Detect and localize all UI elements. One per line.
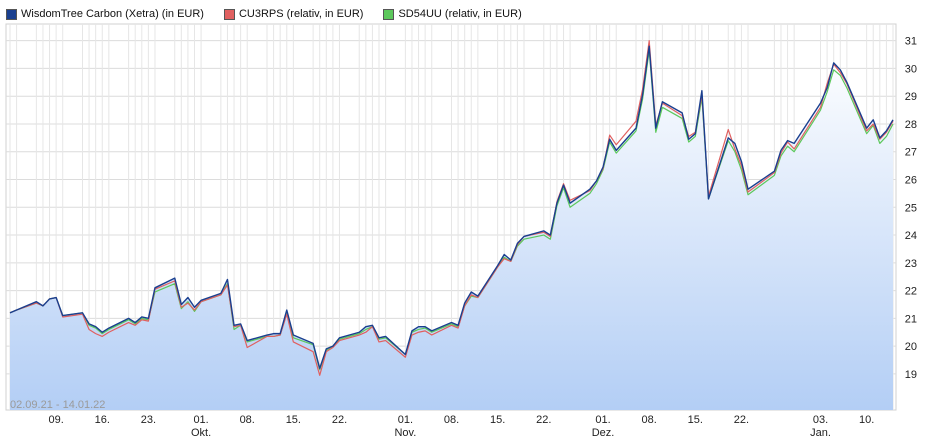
y-tick-label: 20 xyxy=(905,341,917,353)
x-tick-label: 01. xyxy=(193,414,208,426)
x-tick-label: 03. xyxy=(813,414,828,426)
y-tick-label: 23 xyxy=(905,258,917,270)
x-tick-month-label: Okt. xyxy=(191,427,211,439)
x-tick-label: 08. xyxy=(240,414,255,426)
y-axis-labels: 19 20 21 22 23 24 25 26 27 28 29 30 31 xyxy=(905,36,917,381)
chart-legend: WisdomTree Carbon (Xetra) (in EUR) CU3RP… xyxy=(6,8,522,20)
x-tick-month-label: Jan. xyxy=(810,427,831,439)
x-axis-labels: 09. 16. 23. 01.Okt.08. 15. 22. 01.Nov.08. 15. 22… xyxy=(48,414,874,439)
y-tick-label: 29 xyxy=(905,91,917,103)
y-tick-label: 24 xyxy=(905,230,917,242)
date-range-label: 02.09.21 - 14.01.22 xyxy=(10,399,105,411)
legend-label-wisdomtree: WisdomTree Carbon (Xetra) (in EUR) xyxy=(21,8,204,20)
x-tick-label: 23. xyxy=(141,414,156,426)
area-fill-wisdomtree xyxy=(10,46,893,410)
legend-label-cu3rps: CU3RPS (relativ, in EUR) xyxy=(238,8,364,20)
x-tick-label: 22. xyxy=(536,414,551,426)
x-tick-label: 15. xyxy=(490,414,505,426)
x-tick-label: 15. xyxy=(286,414,301,426)
x-tick-label: 15. xyxy=(688,414,703,426)
series-line-wisdomtree xyxy=(9,45,894,370)
legend-item-cu3rps: CU3RPS (relativ, in EUR) xyxy=(223,8,364,20)
x-tick-month-label: Nov. xyxy=(394,427,416,439)
x-tick-label: 01. xyxy=(398,414,413,426)
y-tick-label: 28 xyxy=(905,119,917,131)
x-tick-label: 08. xyxy=(444,414,459,426)
y-tick-label: 27 xyxy=(905,147,917,159)
series-lines xyxy=(9,40,894,376)
x-tick-label: 09. xyxy=(48,414,63,426)
x-tick-label: 08. xyxy=(642,414,657,426)
legend-swatch-wisdomtree xyxy=(6,8,17,20)
y-tick-label: 19 xyxy=(905,369,917,381)
legend-label-sd54uu: SD54UU (relativ, in EUR) xyxy=(398,8,522,20)
legend-swatch-cu3rps xyxy=(223,8,235,20)
x-tick-label: 22. xyxy=(734,414,749,426)
x-tick-label: 10. xyxy=(859,414,874,426)
y-tick-label: 26 xyxy=(905,175,917,187)
x-tick-label: 22. xyxy=(332,414,347,426)
y-tick-label: 21 xyxy=(905,313,917,325)
x-tick-month-label: Dez. xyxy=(592,427,615,439)
legend-item-sd54uu: SD54UU (relativ, in EUR) xyxy=(383,8,522,20)
x-tick-label: 16. xyxy=(95,414,110,426)
legend-item-wisdomtree: WisdomTree Carbon (Xetra) (in EUR) xyxy=(6,8,204,20)
x-tick-label: 01. xyxy=(595,414,610,426)
legend-swatch-sd54uu xyxy=(383,8,395,20)
y-tick-label: 25 xyxy=(905,202,917,214)
y-tick-label: 30 xyxy=(905,63,917,75)
y-tick-label: 22 xyxy=(905,286,917,298)
y-tick-label: 31 xyxy=(905,36,917,48)
